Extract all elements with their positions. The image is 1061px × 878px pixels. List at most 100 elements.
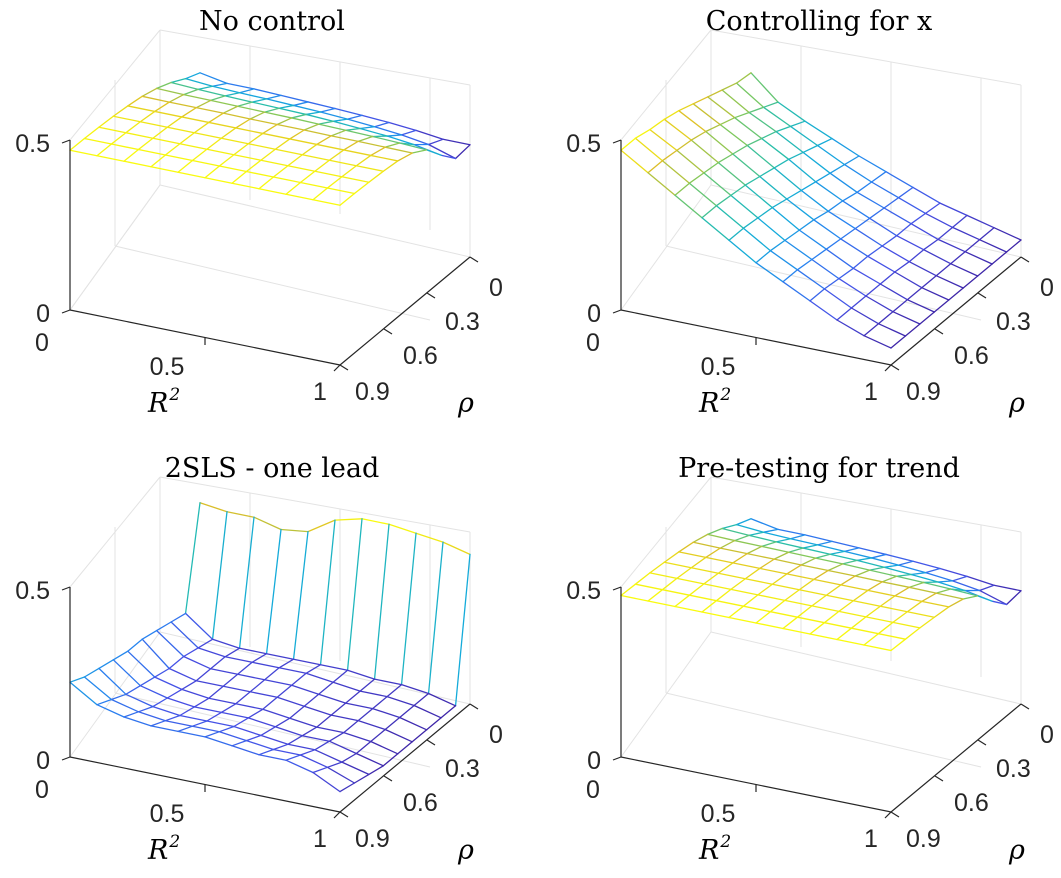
mesh-segment bbox=[823, 288, 853, 309]
mesh-segment bbox=[649, 572, 678, 580]
mesh-segment bbox=[346, 518, 363, 671]
mesh-segment bbox=[110, 693, 127, 701]
mesh-segment bbox=[678, 551, 707, 559]
mesh-segment bbox=[274, 726, 303, 737]
mesh-segment bbox=[742, 217, 759, 229]
mesh-segment bbox=[382, 753, 399, 767]
mesh-segment bbox=[649, 128, 678, 152]
mesh-segment bbox=[110, 132, 127, 145]
y-axis-label: ρ bbox=[457, 835, 474, 866]
mesh-segment bbox=[137, 137, 154, 151]
mesh-segment bbox=[355, 154, 372, 167]
mesh-segment bbox=[287, 735, 303, 745]
mesh-segment bbox=[332, 120, 361, 130]
mesh-segment bbox=[1005, 590, 1022, 606]
mesh-segment bbox=[811, 248, 827, 261]
mesh-segment bbox=[707, 533, 736, 542]
mesh-segment bbox=[825, 248, 854, 269]
ytick-label: 0.3 bbox=[996, 308, 1031, 336]
mesh-segment bbox=[759, 167, 775, 178]
axes-box bbox=[620, 476, 1022, 768]
xtick-label: 0.5 bbox=[150, 353, 185, 381]
mesh-segment bbox=[318, 681, 334, 695]
mesh-segment bbox=[426, 149, 442, 156]
mesh-segment bbox=[260, 148, 276, 161]
mesh-segment bbox=[454, 553, 471, 707]
mesh-segment bbox=[840, 584, 869, 592]
mesh-segment bbox=[921, 600, 950, 608]
mesh-segment bbox=[649, 118, 665, 131]
mesh-segment bbox=[757, 583, 773, 596]
mesh-segment bbox=[343, 140, 359, 151]
mesh-segment bbox=[96, 155, 125, 162]
mesh-segment bbox=[291, 117, 320, 125]
mesh-segment bbox=[210, 95, 226, 102]
mesh-segment bbox=[312, 187, 329, 201]
mesh-segment bbox=[152, 137, 181, 145]
mesh-segment bbox=[301, 143, 318, 156]
mesh-segment bbox=[150, 725, 179, 733]
mesh-segment bbox=[326, 761, 343, 768]
mesh-segment bbox=[258, 176, 275, 190]
mesh-segment bbox=[210, 668, 239, 675]
mesh-segment bbox=[715, 588, 732, 602]
mesh-segment bbox=[179, 706, 195, 717]
mesh-segment bbox=[314, 740, 330, 751]
panel-pre-testing-for-trend: Pre-testing for trend bbox=[566, 453, 1054, 866]
mesh-segment bbox=[220, 127, 237, 139]
mesh-segment bbox=[384, 142, 401, 148]
mesh-segment bbox=[343, 149, 372, 157]
mesh-segment bbox=[978, 589, 1008, 606]
mesh-segment bbox=[676, 139, 692, 152]
mesh-segment bbox=[316, 135, 332, 146]
mesh-segment bbox=[811, 258, 840, 280]
mesh-segment bbox=[399, 716, 428, 731]
mesh-segment bbox=[400, 683, 430, 695]
mesh-segment bbox=[924, 212, 954, 229]
mesh-segment bbox=[292, 530, 309, 660]
mesh-segment bbox=[272, 176, 302, 184]
xtick-label: 1 bbox=[313, 825, 327, 853]
mesh-segment bbox=[735, 82, 765, 108]
mesh-segment bbox=[881, 575, 898, 583]
x-axis-label: R2 bbox=[147, 832, 180, 866]
mesh-segment bbox=[719, 123, 748, 147]
mesh-segment bbox=[923, 238, 939, 251]
mesh-segment bbox=[840, 238, 869, 257]
mesh-segment bbox=[326, 176, 343, 189]
mesh-segment bbox=[910, 573, 939, 583]
mesh-segment bbox=[850, 295, 867, 309]
mesh-segment bbox=[193, 121, 210, 134]
mesh-segment bbox=[355, 740, 372, 755]
mesh-segment bbox=[179, 132, 195, 145]
mesh-segment bbox=[260, 734, 289, 745]
mesh-segment bbox=[179, 714, 208, 722]
mesh-segment bbox=[285, 193, 314, 201]
mesh-segment bbox=[775, 538, 792, 543]
xtick-label: 0 bbox=[586, 776, 600, 804]
mesh-segment bbox=[152, 126, 168, 139]
mesh-segment bbox=[815, 181, 844, 202]
ytick-label: 0.3 bbox=[445, 308, 480, 336]
mesh-segment bbox=[784, 599, 813, 607]
xtick-label: 0 bbox=[586, 329, 600, 357]
mesh-segment bbox=[359, 127, 388, 137]
mesh-segment bbox=[748, 531, 765, 537]
mesh-segment bbox=[415, 129, 444, 140]
mesh-segment bbox=[721, 82, 738, 91]
mesh-segment bbox=[343, 719, 359, 734]
mesh-segment bbox=[258, 748, 275, 756]
mesh-segment bbox=[218, 165, 248, 173]
mesh-segment bbox=[168, 93, 185, 103]
mesh-segment bbox=[782, 627, 811, 635]
mesh-segment bbox=[224, 95, 253, 103]
mesh-segment bbox=[170, 78, 187, 84]
mesh-segment bbox=[701, 205, 718, 219]
mesh-segment bbox=[195, 668, 212, 682]
mesh-segment bbox=[950, 588, 979, 597]
mesh-segment bbox=[762, 101, 779, 108]
mesh-segment bbox=[372, 695, 388, 710]
ztick-label: 0.5 bbox=[15, 577, 50, 605]
mesh-segment bbox=[359, 126, 376, 130]
mesh-segment bbox=[110, 143, 140, 151]
